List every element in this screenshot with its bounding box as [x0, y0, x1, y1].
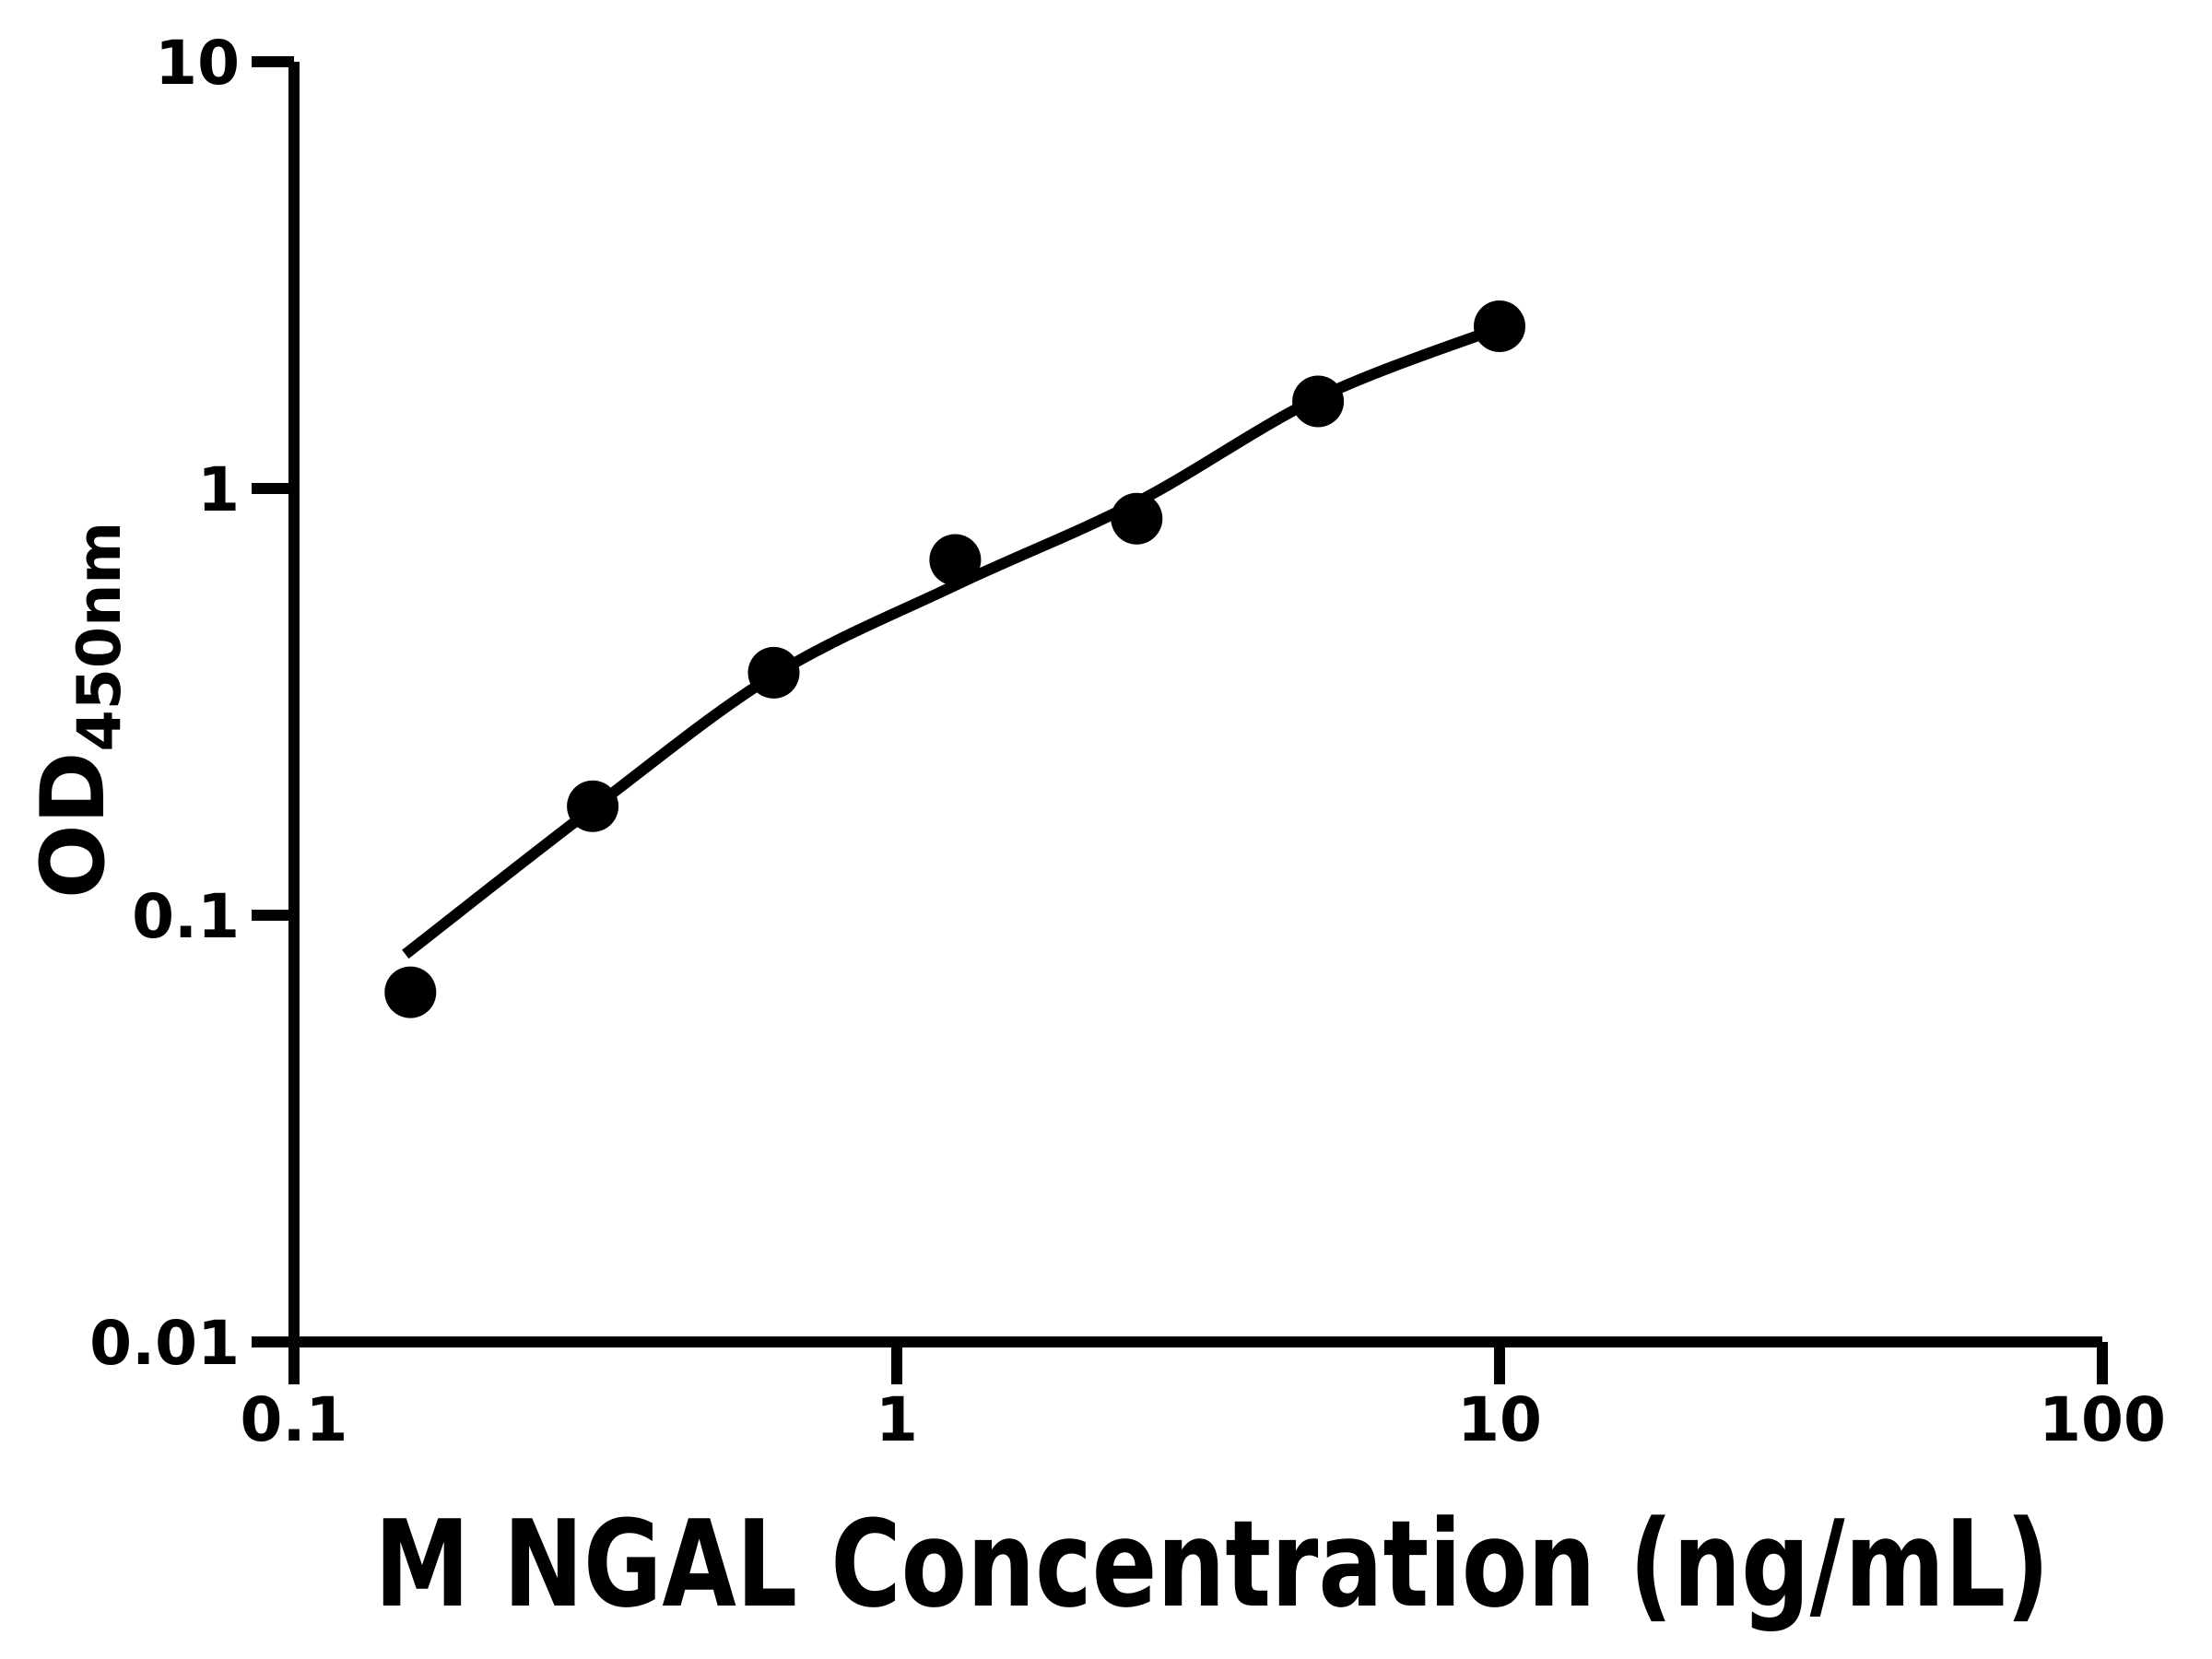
- y-axis-title: OD450nm: [23, 522, 135, 899]
- x-tick-label: 100: [2039, 1384, 2166, 1455]
- data-point: [1474, 300, 1525, 352]
- data-point: [747, 646, 800, 699]
- y-axis-title-base: OD: [23, 752, 124, 900]
- axes-frame: [288, 62, 2102, 1347]
- data-point: [929, 534, 982, 586]
- x-axis-title: M NGAL Concentration (ng/mL): [374, 1495, 2049, 1634]
- data-point: [384, 966, 437, 1018]
- data-point: [1111, 492, 1163, 545]
- y-tick-label: 0.01: [89, 1308, 240, 1379]
- x-tick-label: 0.1: [241, 1384, 348, 1455]
- fitted-curve: [402, 323, 1502, 959]
- x-tick-label: 1: [876, 1384, 918, 1455]
- y-tick-label: 0.1: [132, 881, 240, 952]
- y-tick-label: 1: [197, 454, 240, 525]
- y-axis-title-subscript: 450nm: [65, 522, 135, 752]
- data-point: [567, 780, 619, 832]
- data-point: [1292, 375, 1345, 428]
- y-tick-label: 10: [155, 28, 240, 99]
- x-tick-label: 10: [1457, 1384, 1542, 1455]
